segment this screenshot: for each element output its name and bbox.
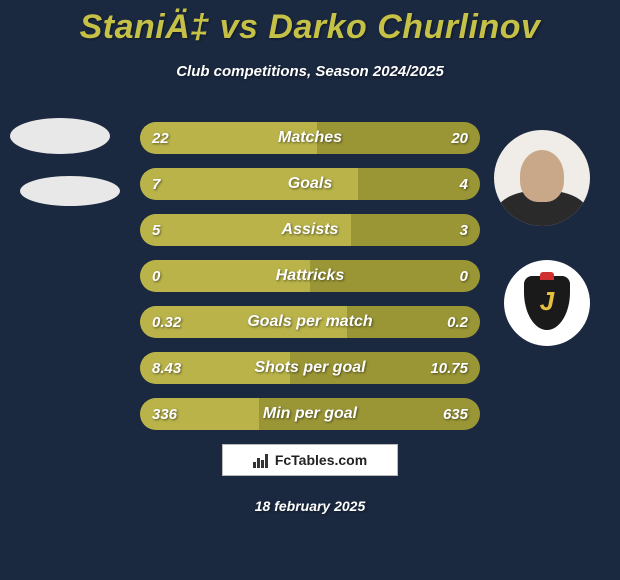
stat-label: Min per goal (140, 405, 480, 423)
subtitle: Club competitions, Season 2024/2025 (0, 63, 620, 80)
stat-label: Goals per match (140, 313, 480, 331)
player2-avatar (494, 130, 590, 226)
shield-icon: J (524, 276, 570, 330)
page-title: StaniÄ‡ vs Darko Churlinov (0, 0, 620, 47)
stat-row: 7Goals4 (140, 168, 480, 200)
footer-date: 18 february 2025 (0, 498, 620, 514)
stat-row: 336Min per goal635 (140, 398, 480, 430)
stat-right-value: 20 (451, 130, 468, 147)
stat-row: 8.43Shots per goal10.75 (140, 352, 480, 384)
player2-club-logo: J (504, 260, 590, 346)
player1-avatar-placeholder-1 (10, 118, 110, 154)
player1-avatar-placeholder-2 (20, 176, 120, 206)
chart-icon (253, 452, 271, 468)
stat-right-value: 0.2 (447, 314, 468, 331)
stat-right-value: 4 (460, 176, 468, 193)
fctables-logo[interactable]: FcTables.com (222, 444, 398, 476)
stat-label: Shots per goal (140, 359, 480, 377)
logo-text: FcTables.com (275, 452, 367, 468)
stat-row: 5Assists3 (140, 214, 480, 246)
stat-label: Hattricks (140, 267, 480, 285)
stat-row: 0.32Goals per match0.2 (140, 306, 480, 338)
stat-right-value: 0 (460, 268, 468, 285)
stat-label: Assists (140, 221, 480, 239)
stat-right-value: 3 (460, 222, 468, 239)
stat-right-value: 635 (443, 406, 468, 423)
stat-label: Matches (140, 129, 480, 147)
stat-right-value: 10.75 (430, 360, 468, 377)
stat-row: 22Matches20 (140, 122, 480, 154)
stat-label: Goals (140, 175, 480, 193)
stats-bars: 22Matches20 7Goals4 5Assists3 0Hattricks0 0.… (140, 122, 480, 444)
stat-row: 0Hattricks0 (140, 260, 480, 292)
